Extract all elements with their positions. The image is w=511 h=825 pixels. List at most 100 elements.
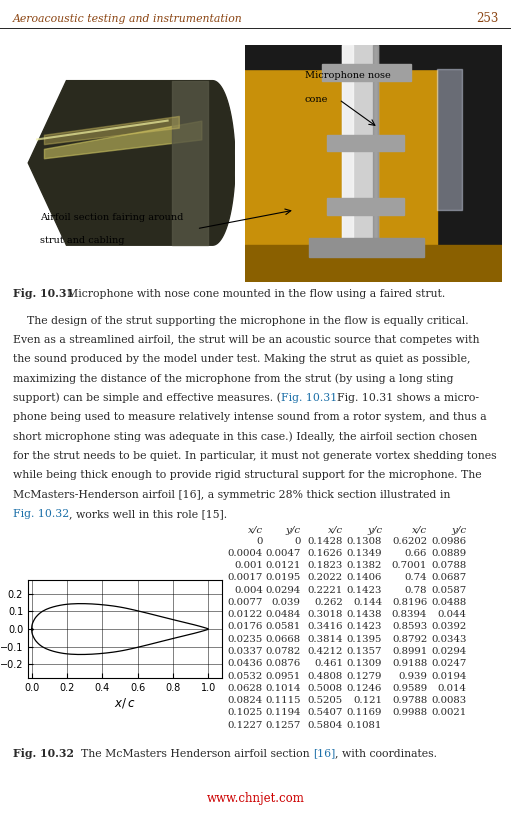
Text: 0.0294: 0.0294: [431, 647, 467, 656]
Text: 0.0532: 0.0532: [227, 672, 263, 681]
Text: 0.0876: 0.0876: [266, 659, 301, 668]
Text: 0.1246: 0.1246: [347, 684, 382, 693]
Text: 0.5205: 0.5205: [308, 696, 343, 705]
Text: 0.0247: 0.0247: [431, 659, 467, 668]
Text: Aeroacoustic testing and instrumentation: Aeroacoustic testing and instrumentation: [13, 14, 243, 24]
Text: 0.0021: 0.0021: [431, 709, 467, 717]
Text: 0.1308: 0.1308: [347, 536, 382, 545]
Text: 0.0121: 0.0121: [265, 561, 301, 570]
Text: 0.1357: 0.1357: [347, 647, 382, 656]
Text: 0.9589: 0.9589: [392, 684, 427, 693]
Text: Microphone with nose cone mounted in the flow using a faired strut.: Microphone with nose cone mounted in the…: [60, 289, 446, 299]
Text: 0.1279: 0.1279: [347, 672, 382, 681]
Text: 0.9988: 0.9988: [392, 709, 427, 717]
Text: x/c: x/c: [328, 526, 343, 535]
Text: cone: cone: [305, 95, 328, 104]
Text: 0.001: 0.001: [234, 561, 263, 570]
Text: Fig. 10.32: Fig. 10.32: [13, 748, 74, 759]
Text: 0.0581: 0.0581: [266, 623, 301, 631]
Text: [16]: [16]: [313, 748, 335, 759]
Text: 0.0436: 0.0436: [227, 659, 263, 668]
Text: for the strut needs to be quiet. In particular, it must not generate vortex shed: for the strut needs to be quiet. In part…: [13, 451, 496, 461]
Text: 0.0235: 0.0235: [227, 634, 263, 644]
Text: 0.0176: 0.0176: [227, 623, 263, 631]
Text: Airfoil section fairing around: Airfoil section fairing around: [40, 213, 183, 222]
Text: y/c: y/c: [367, 526, 382, 535]
Text: 0.66: 0.66: [405, 549, 427, 558]
Text: 0.0194: 0.0194: [431, 672, 467, 681]
Text: 0.8593: 0.8593: [392, 623, 427, 631]
Text: 0.6202: 0.6202: [392, 536, 427, 545]
Text: 0.0004: 0.0004: [227, 549, 263, 558]
Text: 0.5804: 0.5804: [308, 720, 343, 729]
Text: 0.004: 0.004: [234, 586, 263, 595]
Text: , with coordinates.: , with coordinates.: [335, 748, 437, 759]
Text: 0.0782: 0.0782: [266, 647, 301, 656]
Text: x/c: x/c: [412, 526, 427, 535]
Text: 0: 0: [257, 536, 263, 545]
Text: 0.8196: 0.8196: [392, 598, 427, 607]
Text: 0.939: 0.939: [398, 672, 427, 681]
Text: 0.1194: 0.1194: [265, 709, 301, 717]
Text: 0.0392: 0.0392: [431, 623, 467, 631]
Text: 0.1025: 0.1025: [227, 709, 263, 717]
Text: 0.0668: 0.0668: [266, 634, 301, 644]
Text: 253: 253: [476, 12, 498, 26]
Text: phone being used to measure relatively intense sound from a rotor system, and th: phone being used to measure relatively i…: [13, 412, 486, 422]
Polygon shape: [327, 198, 404, 214]
Text: Fig. 10.31 shows a micro-: Fig. 10.31 shows a micro-: [337, 393, 479, 403]
Text: 0.1406: 0.1406: [347, 573, 382, 582]
Text: 0.0587: 0.0587: [431, 586, 467, 595]
Text: Microphone nose: Microphone nose: [305, 72, 390, 81]
Text: 0.0083: 0.0083: [431, 696, 467, 705]
Text: 0.0628: 0.0628: [228, 684, 263, 693]
Text: 0.7001: 0.7001: [392, 561, 427, 570]
Text: , works well in this role [15].: , works well in this role [15].: [69, 509, 227, 519]
Text: The McMasters Henderson airfoil section: The McMasters Henderson airfoil section: [74, 748, 313, 759]
Text: 0.74: 0.74: [405, 573, 427, 582]
Text: 0.0343: 0.0343: [431, 634, 467, 644]
Text: Fig. 10.31: Fig. 10.31: [281, 393, 337, 403]
Text: 0.3814: 0.3814: [308, 634, 343, 644]
Text: 0.0986: 0.0986: [431, 536, 467, 545]
Text: 0: 0: [294, 536, 301, 545]
Text: 0.0889: 0.0889: [431, 549, 467, 558]
Text: 0.039: 0.039: [272, 598, 301, 607]
Text: 0.3416: 0.3416: [308, 623, 343, 631]
Text: 0.8792: 0.8792: [392, 634, 427, 644]
Text: 0.0047: 0.0047: [265, 549, 301, 558]
Text: 0.1395: 0.1395: [347, 634, 382, 644]
Text: 0.014: 0.014: [437, 684, 467, 693]
Polygon shape: [309, 238, 424, 257]
Text: 0.9188: 0.9188: [392, 659, 427, 668]
Text: 0.0488: 0.0488: [431, 598, 467, 607]
Text: 0.0824: 0.0824: [227, 696, 263, 705]
Text: 0.1382: 0.1382: [347, 561, 382, 570]
Text: 0.1823: 0.1823: [308, 561, 343, 570]
Text: 0.0122: 0.0122: [227, 610, 263, 620]
Text: 0.121: 0.121: [353, 696, 382, 705]
Text: 0.78: 0.78: [405, 586, 427, 595]
Text: 0.1438: 0.1438: [347, 610, 382, 620]
Text: 0.3018: 0.3018: [308, 610, 343, 620]
Text: the sound produced by the model under test. Making the strut as quiet as possibl: the sound produced by the model under te…: [13, 355, 470, 365]
X-axis label: $x/\,c$: $x/\,c$: [114, 696, 136, 710]
Text: 0.8394: 0.8394: [392, 610, 427, 620]
Text: 0.4212: 0.4212: [308, 647, 343, 656]
Text: 0.1423: 0.1423: [347, 623, 382, 631]
Text: 0.0294: 0.0294: [266, 586, 301, 595]
Text: 0.0077: 0.0077: [227, 598, 263, 607]
Text: 0.1349: 0.1349: [347, 549, 382, 558]
Text: y/c: y/c: [286, 526, 301, 535]
Text: 0.2221: 0.2221: [308, 586, 343, 595]
Text: strut and cabling: strut and cabling: [40, 236, 124, 245]
Text: 0.044: 0.044: [437, 610, 467, 620]
Text: Fig. 10.32: Fig. 10.32: [13, 509, 69, 519]
Text: while being thick enough to provide rigid structural support for the microphone.: while being thick enough to provide rigi…: [13, 470, 481, 480]
Text: 0.144: 0.144: [353, 598, 382, 607]
Text: 0.2022: 0.2022: [308, 573, 343, 582]
Text: 0.1169: 0.1169: [347, 709, 382, 717]
Text: 0.1423: 0.1423: [347, 586, 382, 595]
Text: www.chnjet.com: www.chnjet.com: [206, 792, 305, 805]
Text: 0.0337: 0.0337: [227, 647, 263, 656]
